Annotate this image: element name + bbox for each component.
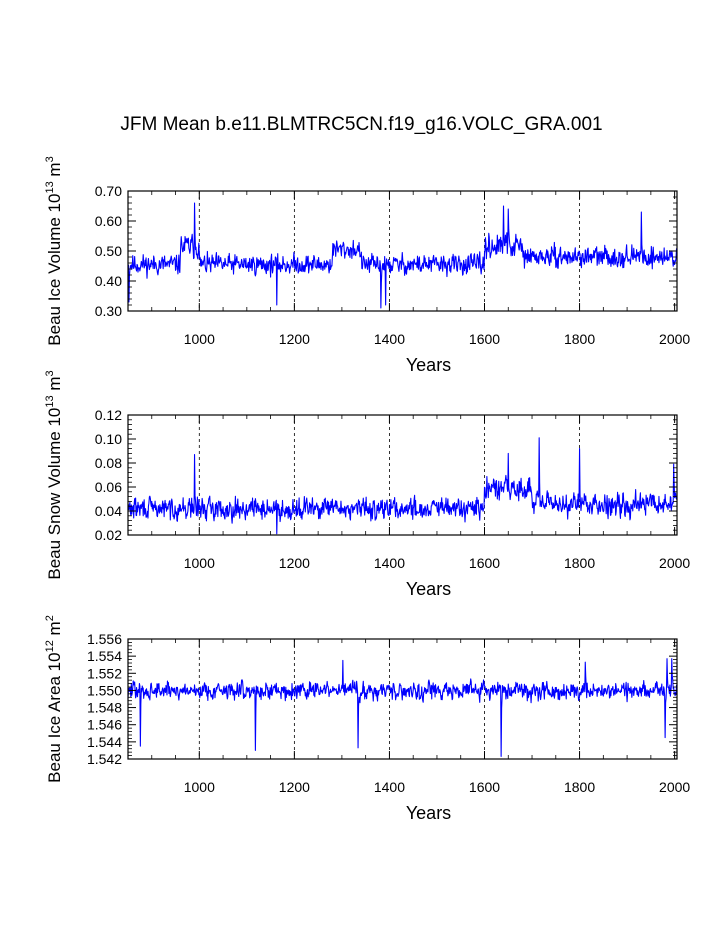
- y-axis-label: Beau Ice Area 1012 m2: [44, 615, 64, 783]
- x-tick-label: 1800: [564, 779, 595, 795]
- y-tick-label: 0.60: [95, 213, 122, 229]
- panel-ice-area: 1000 1200 1400 1600 1800 20001.5421.5441.5461…: [44, 615, 690, 823]
- x-tick-label: 2000: [659, 331, 690, 347]
- y-tick-label: 1.544: [87, 734, 122, 750]
- panel-ice-volume: 1000 1200 1400 1600 1800 2000 0.30 0.40 0.50 0.60…: [44, 156, 690, 375]
- x-axis-label: Years: [406, 355, 451, 375]
- y-axis-label: Beau Ice Volume 1013 m3: [44, 156, 64, 345]
- x-tick-label: 2000: [659, 779, 690, 795]
- x-tick-label: 1600: [469, 555, 500, 571]
- y-tick-label: 1.548: [87, 700, 122, 716]
- y-tick-label: 1.542: [87, 751, 122, 767]
- plot-frame: [127, 414, 678, 536]
- y-tick-label: 1.556: [87, 631, 122, 647]
- series-line-ice-volume: [127, 202, 678, 309]
- figure-title: JFM Mean b.e11.BLMTRC5CN.f19_g16.VOLC_GR…: [120, 114, 603, 135]
- y-tick-label: 0.02: [95, 527, 122, 543]
- y-tick-label: 0.12: [95, 407, 122, 423]
- panel-snow-volume: 1000 1200 1400 1600 1800 2000 0.02 0.04 0.06 0.08…: [44, 370, 690, 599]
- x-tick-label: 1000: [184, 331, 215, 347]
- x-tick-label: 1000: [184, 779, 215, 795]
- plot-frame: [127, 638, 678, 760]
- x-tick-label: 1400: [374, 779, 405, 795]
- x-tick-label: 1000: [184, 555, 215, 571]
- x-tick-label: 1400: [374, 555, 405, 571]
- x-tick-label: 1200: [279, 331, 310, 347]
- y-tick-label: 1.550: [87, 682, 122, 698]
- y-tick-label: 0.40: [95, 273, 122, 289]
- y-tick-label: 0.06: [95, 479, 122, 495]
- x-tick-label: 1600: [469, 779, 500, 795]
- y-tick-label: 0.30: [95, 303, 122, 319]
- x-axis-label: Years: [406, 803, 451, 823]
- series-line-snow-volume: [127, 437, 678, 535]
- y-tick-label: 0.50: [95, 243, 122, 259]
- y-tick-label: 0.04: [95, 503, 122, 519]
- x-tick-label: 1400: [374, 331, 405, 347]
- x-tick-label: 1800: [564, 555, 595, 571]
- y-tick-label: 1.554: [87, 648, 122, 664]
- y-tick-label: 1.546: [87, 717, 122, 733]
- x-tick-label: 1600: [469, 331, 500, 347]
- x-tick-label: 1800: [564, 331, 595, 347]
- x-axis-label: Years: [406, 579, 451, 599]
- y-axis-label: Beau Snow Volume 1013 m3: [44, 370, 64, 579]
- series-line-ice-area: [127, 658, 678, 757]
- y-tick-label: 1.552: [87, 665, 122, 681]
- x-tick-label: 1200: [279, 779, 310, 795]
- x-tick-label: 2000: [659, 555, 690, 571]
- y-tick-label: 0.70: [95, 183, 122, 199]
- x-tick-label: 1200: [279, 555, 310, 571]
- y-tick-label: 0.10: [95, 431, 122, 447]
- y-tick-label: 0.08: [95, 455, 122, 471]
